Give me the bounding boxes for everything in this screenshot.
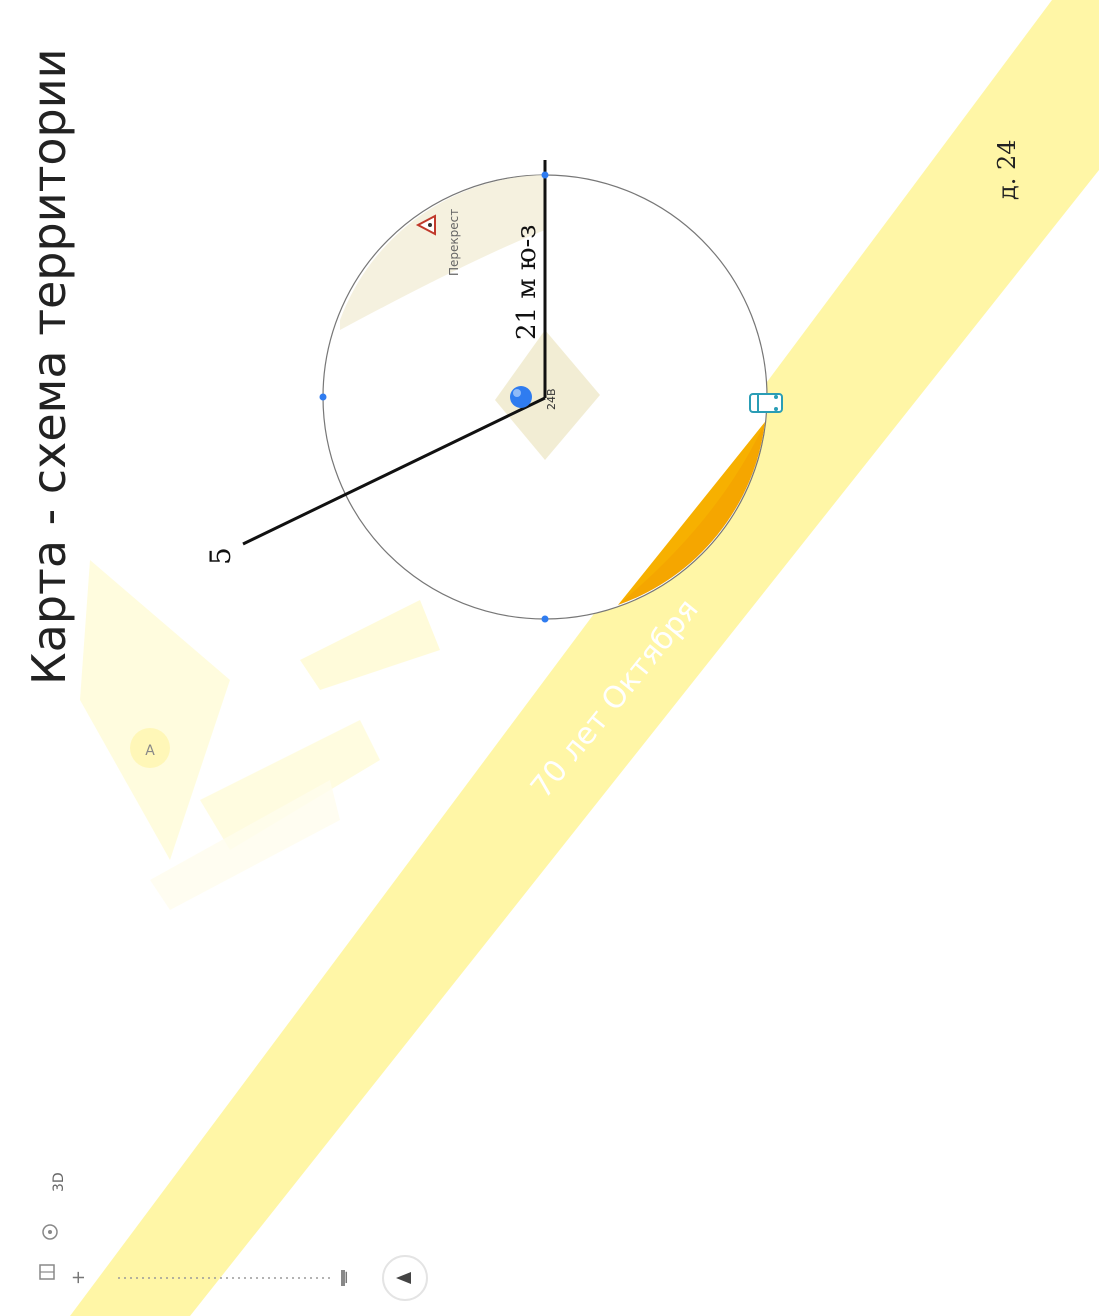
location-dot-glare	[513, 389, 521, 397]
building-24v	[495, 330, 600, 460]
view-3d-button[interactable]: 3D	[51, 1172, 67, 1192]
warning-triangle-icon	[415, 214, 436, 236]
map-block-area	[300, 600, 440, 690]
building-number-label: 24В	[545, 388, 558, 410]
circle-top-shade	[340, 175, 545, 330]
crossing-label: Перекрест	[447, 209, 461, 276]
pointer-line-5	[242, 396, 546, 546]
compass-icon[interactable]	[382, 1255, 428, 1301]
rotate-icon[interactable]	[42, 1224, 58, 1240]
page-title-text: Карта - схема территории	[22, 48, 76, 685]
circle-handle[interactable]	[541, 615, 549, 623]
map-block-area	[80, 560, 230, 860]
poi-label: A	[145, 743, 155, 759]
layers-icon[interactable]	[39, 1264, 55, 1280]
zoom-in-button[interactable]: +	[68, 1270, 89, 1285]
circle-handle[interactable]	[541, 171, 549, 179]
location-dot-icon[interactable]	[510, 386, 532, 408]
distance-label: 21 м ю-з	[512, 225, 542, 340]
poi-circle	[130, 728, 170, 768]
bus-stop-icon[interactable]	[749, 393, 783, 413]
map-block-area	[200, 720, 380, 850]
marker-number-label: 5	[204, 547, 237, 565]
zoom-out-button[interactable]: −	[336, 1270, 357, 1285]
circle-handle[interactable]	[319, 393, 327, 401]
house-label: д. 24	[993, 139, 1021, 200]
zoom-slider-thumb[interactable]	[341, 1270, 345, 1286]
map-block-area	[150, 780, 340, 910]
danger-zone	[618, 422, 765, 605]
road-70-let-oktyabrya	[70, 0, 1099, 1316]
